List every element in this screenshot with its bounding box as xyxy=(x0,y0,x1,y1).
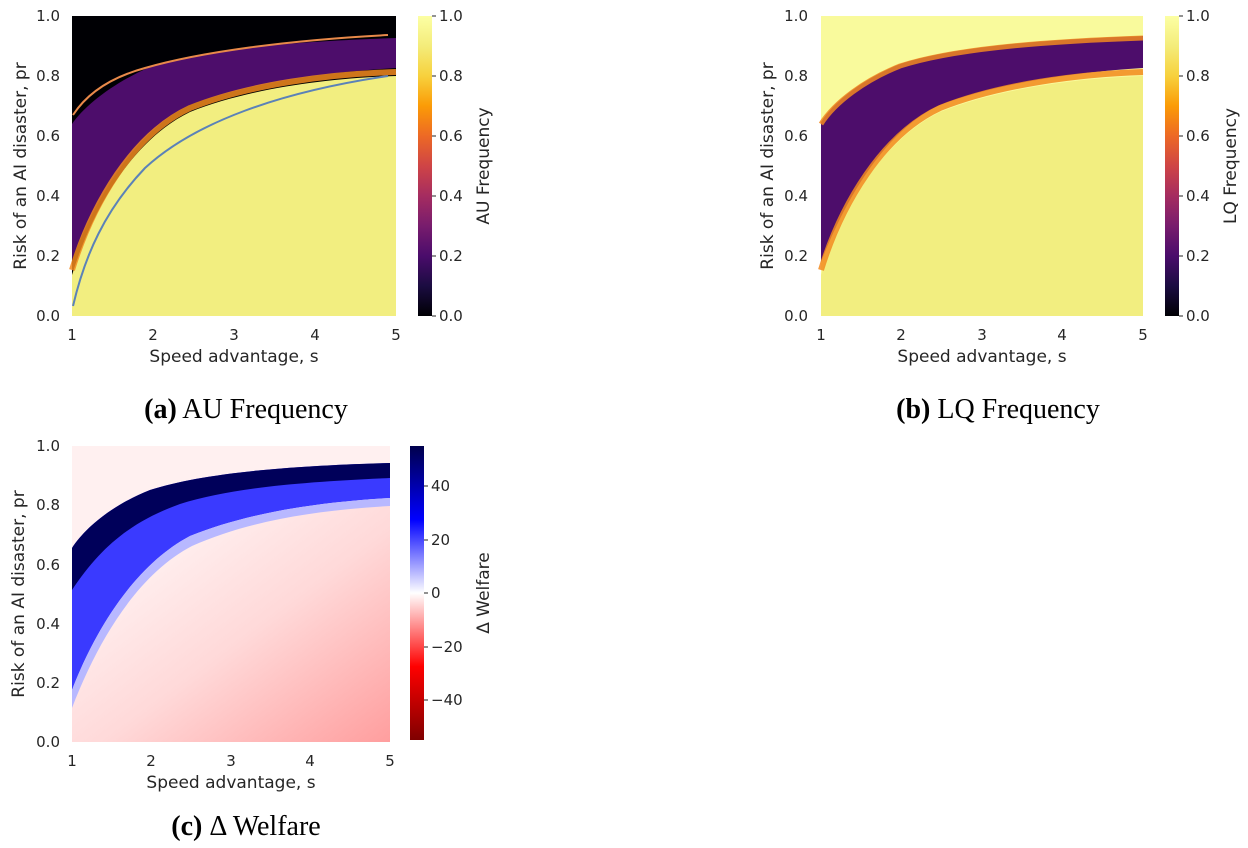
panel-b-region-bottom xyxy=(821,76,1143,316)
panel-a-ylabel: Risk of an AI disaster, pr xyxy=(11,62,31,269)
panel-c-ctick: −40 xyxy=(431,691,463,709)
panel-c-plot-area xyxy=(72,446,390,742)
panel-b-colorbar: 0.0 0.2 0.4 0.6 0.8 1.0 LQ Frequency xyxy=(1165,7,1241,325)
panel-c-ctick: 40 xyxy=(431,477,450,495)
panel-b-xtick: 4 xyxy=(1057,326,1067,344)
panel-a-colorbar-ticks xyxy=(432,15,436,317)
panel-a-colorbar: 0.0 0.2 0.4 0.6 0.8 1.0 AU Frequency xyxy=(418,7,494,325)
panel-b-xtick: 1 xyxy=(816,326,826,344)
panel-b-xtick: 5 xyxy=(1138,326,1148,344)
panel-a-colorbar-label: AU Frequency xyxy=(474,107,494,224)
panel-c-region-bottom xyxy=(72,505,390,742)
panel-c-ctick: −20 xyxy=(431,638,463,656)
panel-a-xtick: 2 xyxy=(148,326,158,344)
panel-c-ytick: 0.2 xyxy=(36,674,60,692)
panel-a-ytick: 0.2 xyxy=(36,247,60,265)
panel-a-region-bottom xyxy=(72,76,396,316)
panel-a-region-edge xyxy=(69,69,397,271)
panel-a-ytick: 0.8 xyxy=(36,67,60,85)
panel-b-xtick: 2 xyxy=(896,326,906,344)
panel-a-ytick: 0.0 xyxy=(36,307,60,325)
panel-c-xtick: 4 xyxy=(305,752,315,770)
panel-c-x-ticks: 1 2 3 4 5 xyxy=(67,752,395,770)
panel-c-caption: (c) Δ Welfare xyxy=(171,811,320,842)
panel-b-region-edge-upper xyxy=(818,35,1144,126)
panel-a-ytick: 0.6 xyxy=(36,127,60,145)
panel-b-ytick: 1.0 xyxy=(784,7,808,25)
panel-a-lower-line xyxy=(72,75,389,307)
panel-a-ctick: 0.8 xyxy=(439,67,463,85)
panel-c-colorbar: −40 −20 0 20 40 Δ Welfare xyxy=(410,446,494,740)
panel-c-ctick: 0 xyxy=(431,584,441,602)
panel-b-ctick: 0.6 xyxy=(1186,127,1210,145)
panel-c-ytick: 0.8 xyxy=(36,496,60,514)
panel-b-ytick: 0.8 xyxy=(784,67,808,85)
panel-b-xlabel: Speed advantage, s xyxy=(897,347,1066,367)
panel-b-plot-area xyxy=(818,16,1144,316)
panel-c-colorbar-ticks xyxy=(424,485,428,701)
panel-c-xtick: 3 xyxy=(226,752,236,770)
panel-b-ytick: 0.4 xyxy=(784,187,808,205)
panel-c-ytick: 0.0 xyxy=(36,733,60,751)
panel-b-ctick: 1.0 xyxy=(1186,7,1210,25)
panel-b-ytick: 0.2 xyxy=(784,247,808,265)
panel-a-xtick: 1 xyxy=(67,326,77,344)
panel-a-xtick: 4 xyxy=(310,326,320,344)
panel-c-ytick: 1.0 xyxy=(36,437,60,455)
panel-b: 0.0 0.2 0.4 0.6 0.8 1.0 1 2 3 4 5 Speed … xyxy=(758,7,1241,425)
panel-c-colorbar-label: Δ Welfare xyxy=(474,552,494,634)
panel-a-ctick: 1.0 xyxy=(439,7,463,25)
panel-c-xtick: 1 xyxy=(67,752,77,770)
panel-b-ytick: 0.0 xyxy=(784,307,808,325)
panel-b-ctick: 0.2 xyxy=(1186,247,1210,265)
panel-b-ctick: 0.0 xyxy=(1186,307,1210,325)
panel-c-colorbar-gradient xyxy=(410,446,424,740)
panel-b-xtick: 3 xyxy=(977,326,987,344)
panel-b-colorbar-gradient xyxy=(1165,16,1179,316)
panel-a: 0.0 0.2 0.4 0.6 0.8 1.0 1 2 3 4 5 Speed … xyxy=(11,7,494,425)
panel-c: 0.0 0.2 0.4 0.6 0.8 1.0 1 2 3 4 5 Speed … xyxy=(9,437,494,842)
panel-a-upper-line xyxy=(72,34,389,116)
panel-a-colorbar-gradient xyxy=(418,16,432,316)
panel-b-ctick: 0.8 xyxy=(1186,67,1210,85)
panel-a-region-middle xyxy=(72,38,396,260)
panel-a-plot-area xyxy=(69,16,397,316)
panel-b-ctick: 0.4 xyxy=(1186,187,1210,205)
panel-a-ytick: 1.0 xyxy=(36,7,60,25)
panel-c-region-middle-dark xyxy=(72,463,390,590)
panel-c-ylabel: Risk of an AI disaster, pr xyxy=(9,490,29,697)
panel-a-xtick: 3 xyxy=(229,326,239,344)
panel-a-y-ticks: 0.0 0.2 0.4 0.6 0.8 1.0 xyxy=(36,7,60,325)
panel-a-ctick: 0.6 xyxy=(439,127,463,145)
panel-a-caption: (a) AU Frequency xyxy=(144,394,348,425)
panel-b-region-middle xyxy=(821,36,1143,262)
panel-c-xtick: 5 xyxy=(385,752,395,770)
panel-a-xtick: 5 xyxy=(391,326,401,344)
panel-a-x-ticks: 1 2 3 4 5 xyxy=(67,326,401,344)
panel-b-y-ticks: 0.0 0.2 0.4 0.6 0.8 1.0 xyxy=(784,7,808,325)
panel-c-xlabel: Speed advantage, s xyxy=(146,773,315,793)
panel-b-x-ticks: 1 2 3 4 5 xyxy=(816,326,1148,344)
panel-b-colorbar-label: LQ Frequency xyxy=(1221,108,1241,224)
panel-a-ctick: 0.2 xyxy=(439,247,463,265)
panel-a-ctick: 0.4 xyxy=(439,187,463,205)
panel-a-ytick: 0.4 xyxy=(36,187,60,205)
panel-b-ylabel: Risk of an AI disaster, pr xyxy=(758,62,778,269)
panel-a-xlabel: Speed advantage, s xyxy=(149,347,318,367)
panel-c-ctick: 20 xyxy=(431,531,450,549)
panel-b-caption: (b) LQ Frequency xyxy=(896,394,1100,425)
panel-c-y-ticks: 0.0 0.2 0.4 0.6 0.8 1.0 xyxy=(36,437,60,751)
panel-a-ctick: 0.0 xyxy=(439,307,463,325)
panel-c-ytick: 0.4 xyxy=(36,615,60,633)
panel-b-region-edge-lower xyxy=(818,69,1144,271)
panel-b-ytick: 0.6 xyxy=(784,127,808,145)
panel-b-colorbar-ticks xyxy=(1179,15,1183,317)
panel-c-ytick: 0.6 xyxy=(36,556,60,574)
panel-c-xtick: 2 xyxy=(146,752,156,770)
panel-c-region-middle-light xyxy=(72,463,390,690)
